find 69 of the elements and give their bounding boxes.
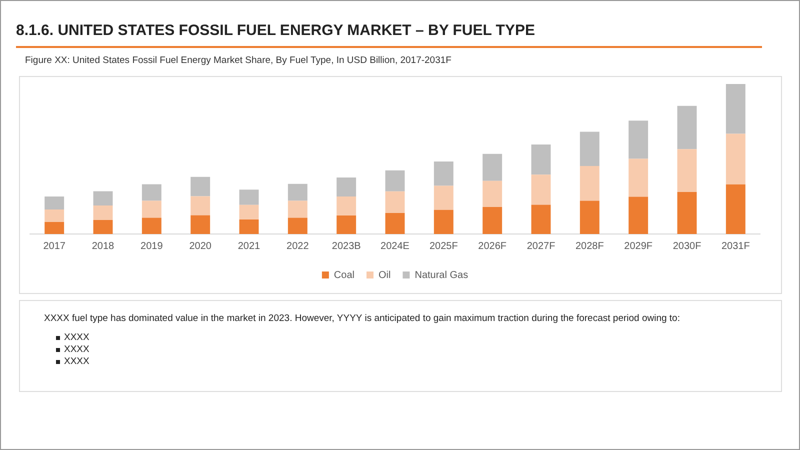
x-tick-label: 2022 — [286, 240, 310, 252]
bar — [239, 190, 259, 205]
bar — [336, 216, 356, 234]
bar — [726, 84, 746, 134]
bar — [190, 215, 210, 234]
bar — [44, 196, 64, 210]
bar — [288, 200, 308, 218]
x-tick-label: 2027F — [526, 240, 556, 252]
bar — [677, 106, 697, 150]
bar — [385, 191, 405, 213]
bar — [482, 154, 502, 181]
bar — [44, 210, 64, 222]
bar — [336, 177, 356, 196]
bar — [580, 132, 600, 166]
bar — [434, 162, 454, 186]
bar — [93, 191, 113, 206]
x-tick-label: 2017 — [43, 240, 66, 252]
chart-subtitle: Figure XX: United States Fossil Fuel Energy Market Share, By Fuel Type, In USD Billion, 2017-2031F — [25, 55, 452, 66]
x-tick-label: 2020 — [189, 240, 212, 252]
legend-label: Coal — [334, 270, 355, 281]
legend-label: Natural Gas — [414, 270, 468, 281]
bar — [434, 186, 454, 210]
bar — [677, 192, 697, 234]
text: XXXX — [64, 344, 90, 355]
x-tick-label: 2018 — [92, 240, 115, 252]
x-tick-label: 2024E — [380, 240, 410, 252]
text: XXXX fuel type has dominated value in the market in 2023. However, YYYY is anticipated to gain maximum traction during the forecast period owing to: — [44, 313, 681, 324]
bar — [580, 166, 600, 201]
x-tick-label: 2026F — [478, 240, 507, 252]
bar — [628, 158, 648, 197]
bar — [336, 196, 356, 216]
bar — [531, 204, 551, 234]
bar — [726, 184, 746, 234]
x-tick-label: 2019 — [140, 240, 164, 252]
chart-title: 8.1.6. UNITED STATES FOSSIL FUEL ENERGY MARKET – BY FUEL TYPE — [16, 22, 535, 39]
bar — [288, 218, 308, 234]
bar — [190, 196, 210, 216]
bar — [726, 134, 746, 184]
bar — [531, 144, 551, 175]
bar — [385, 213, 405, 234]
x-tick-label: 2029F — [624, 240, 653, 252]
bar — [93, 206, 113, 220]
bar — [628, 120, 648, 159]
bar — [142, 200, 162, 218]
x-tick-label: 2030F — [672, 240, 702, 252]
x-tick-label: 2023B — [332, 240, 362, 252]
bar — [142, 184, 162, 201]
bar — [482, 207, 502, 234]
text: XXXX — [64, 332, 90, 343]
bar — [190, 176, 210, 196]
bar — [482, 180, 502, 207]
x-tick-label: 2021 — [238, 240, 261, 252]
x-tick-label: 2031F — [721, 240, 750, 252]
bar — [239, 219, 259, 234]
x-tick-label: 2028F — [575, 240, 604, 252]
bar — [580, 200, 600, 234]
bar — [288, 184, 308, 201]
x-tick-label: 2025F — [429, 240, 458, 252]
legend-label: Oil — [378, 270, 391, 281]
bar — [677, 149, 697, 192]
bar — [434, 210, 454, 234]
bar — [142, 218, 162, 234]
bar — [93, 220, 113, 234]
bar — [531, 174, 551, 205]
bar — [628, 196, 648, 234]
bar — [44, 222, 64, 234]
bar — [385, 170, 405, 192]
bar — [239, 204, 259, 220]
text: XXXX — [64, 356, 90, 367]
